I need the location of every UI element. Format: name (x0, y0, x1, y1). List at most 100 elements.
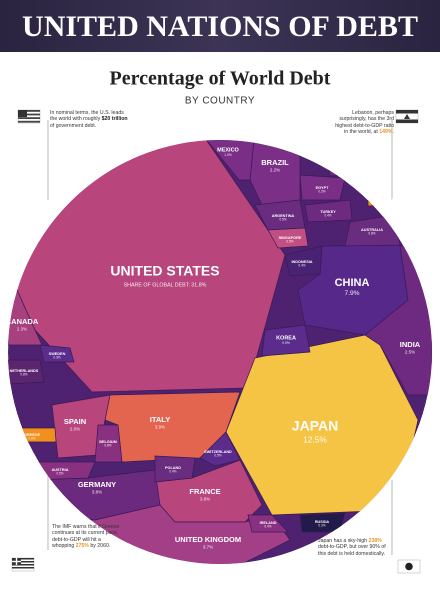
country-cell (94, 424, 123, 463)
country-label: AUSTRIA (52, 468, 69, 472)
value-label: 0.9% (282, 341, 290, 345)
country-label: UNITED KINGDOM (175, 535, 241, 544)
annotation-text: 238% (368, 538, 382, 544)
chart-subtitle: BY COUNTRY (185, 96, 255, 107)
country-label: MEXICO (217, 147, 239, 153)
country-label: CHINA (335, 277, 370, 289)
country-label: ARGENTINA (272, 214, 295, 218)
value-label: 0.3% (318, 189, 325, 193)
country-cell (8, 140, 286, 393)
country-label: CANADA (6, 317, 39, 326)
annotation: Lebanon, perhaps surprisingly, has the 3… (330, 110, 394, 136)
country-label: SWEDEN (49, 352, 66, 356)
country-cell (154, 455, 196, 483)
value-label: 12.5% (303, 435, 327, 445)
cell-labels: UNITED STATES SHARE OF GLOBAL DEBT: 31.8%… (6, 147, 421, 549)
country-label: EGYPT (316, 186, 330, 190)
value-label: SHARE OF GLOBAL DEBT: 31.8% (124, 283, 207, 289)
annotation: Japan has a sky-high 238% debt-to-GDP, b… (318, 538, 390, 557)
country-cell (247, 514, 289, 533)
banner-title: UNITED NATIONS OF DEBT (22, 10, 418, 43)
voronoi (8, 140, 432, 564)
country-label: IRELAND (260, 521, 277, 525)
country-cell (204, 140, 256, 181)
country-label: BELGIUM (99, 440, 117, 444)
value-label: 0.4% (169, 469, 176, 473)
country-label: GERMANY (78, 480, 116, 489)
country-cell (39, 344, 75, 363)
country-label: GREECE (24, 433, 41, 437)
country-label: ISRAEL (336, 160, 351, 164)
value-label: 0.3% (53, 355, 60, 359)
annotation-text: debt-to-GDP, but over 90% of this debt i… (318, 544, 386, 557)
country-label: UNITED STATES (110, 263, 219, 279)
annotation-text: In nominal terms, the U.S. leads the wor… (50, 110, 124, 123)
country-cell (299, 174, 346, 201)
value-label: 0.3% (339, 163, 346, 167)
country-cell (8, 359, 45, 385)
country-label: ITALY (150, 415, 170, 424)
country-label: LEBANON (376, 198, 395, 202)
country-label: SINGAPORE (279, 236, 302, 240)
value-label: 7.9% (344, 290, 359, 297)
value-label: 0.3% (318, 523, 325, 527)
country-cell (199, 431, 241, 467)
value-label: 2.2% (270, 167, 280, 172)
country-label: RUSSIA (315, 520, 330, 524)
country-label: SPAIN (64, 417, 86, 426)
value-label: 2.0% (70, 426, 80, 431)
country-label: KOREA (276, 335, 296, 341)
annotation-text: 149% (379, 129, 393, 136)
value-label: 3.8% (92, 489, 102, 494)
annotation-text: . (392, 129, 394, 136)
decorations (11, 109, 421, 574)
annotation-text: 275% (75, 543, 89, 550)
value-label: 2.3% (17, 326, 27, 331)
country-cell (267, 227, 309, 249)
country-cell (304, 199, 353, 223)
value-label: 0.1% (381, 201, 388, 205)
country-cell (344, 214, 401, 247)
value-label: 0.6% (28, 436, 35, 440)
value-label: 0.5% (286, 239, 293, 243)
country-cell (364, 244, 432, 396)
annotation: In nominal terms, the U.S. leads the wor… (50, 110, 132, 129)
value-label: 3.8% (200, 496, 210, 501)
value-label: 0.5% (279, 217, 286, 221)
country-label: INDONESIA (291, 260, 312, 264)
annotation-text: The IMF warns that if Greece continues a… (52, 524, 120, 550)
banner (0, 0, 440, 52)
country-cell (284, 245, 323, 277)
country-label: JAPAN (292, 418, 338, 434)
annotation-text: Japan has a sky-high (318, 538, 369, 544)
country-label: BRAZIL (261, 158, 289, 167)
country-label: FRANCE (189, 487, 220, 496)
value-label: 0.4% (264, 524, 271, 528)
annotation: The IMF warns that if Greece continues a… (52, 524, 124, 550)
country-label: AUSTRALIA (361, 228, 383, 232)
annotation-text: of government debt. (50, 122, 97, 129)
country-label: SWITZERLAND (204, 450, 232, 454)
value-label: 0.5% (56, 471, 63, 475)
value-label: 1.0% (224, 153, 232, 157)
country-cell (261, 324, 311, 357)
value-label: 0.4% (324, 213, 331, 217)
annotation-text: by 2060. (88, 543, 111, 550)
value-label: 0.5% (214, 453, 221, 457)
value-label: 0.8% (368, 231, 375, 235)
country-label: POLAND (165, 466, 181, 470)
country-label: NETHERLANDS (10, 369, 39, 373)
value-label: 3.9% (155, 424, 165, 429)
country-label: INDIA (400, 340, 421, 349)
value-label: 0.8% (104, 443, 111, 447)
value-label: 2.5% (405, 349, 415, 354)
annotation-text: $20 trillion (101, 116, 128, 123)
value-label: 0.4% (298, 263, 305, 267)
value-label: 0.8% (20, 372, 27, 376)
value-label: 3.7% (203, 544, 213, 549)
chart-title: Percentage of World Debt (110, 68, 331, 90)
country-label: TURKEY (320, 210, 336, 214)
annotation-text: Lebanon, perhaps surprisingly, has the 3… (335, 110, 394, 136)
